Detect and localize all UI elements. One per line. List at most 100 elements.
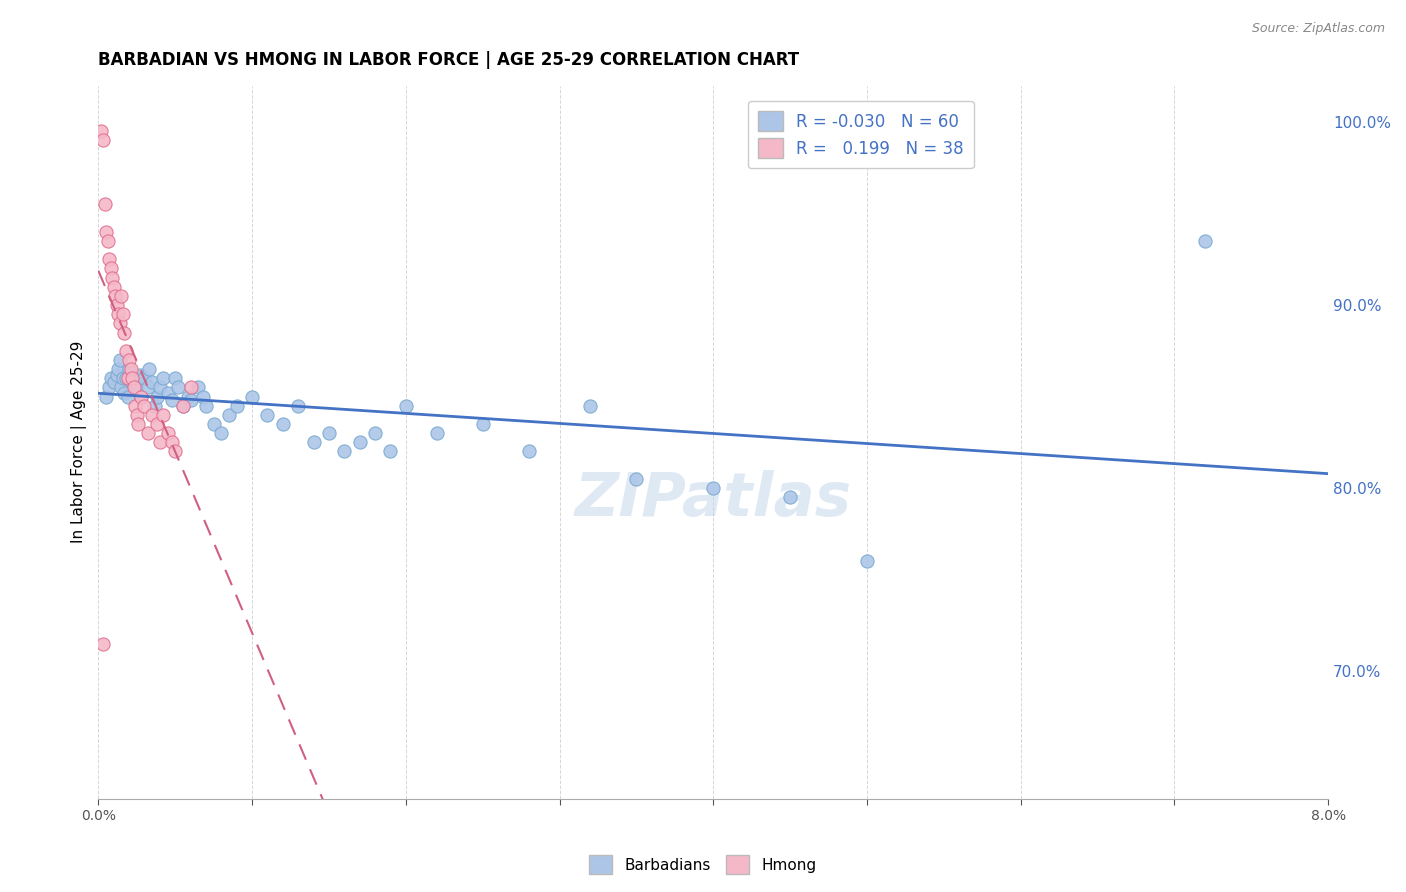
- Point: [240, 390, 263, 404]
- Point: [202, 417, 225, 431]
- Point: [191, 390, 214, 404]
- Point: [318, 426, 340, 441]
- Point: [180, 393, 202, 408]
- Point: [101, 270, 124, 285]
- Point: [180, 380, 202, 394]
- Point: [122, 371, 145, 385]
- Point: [100, 261, 122, 276]
- Point: [136, 380, 159, 394]
- Point: [143, 399, 166, 413]
- Point: [209, 426, 232, 441]
- Point: [117, 390, 139, 404]
- Point: [94, 225, 117, 239]
- Text: ZIPatlas: ZIPatlas: [575, 470, 852, 529]
- Point: [138, 362, 160, 376]
- Point: [94, 390, 117, 404]
- Point: [105, 368, 128, 382]
- Point: [160, 393, 183, 408]
- Point: [120, 362, 142, 376]
- Point: [167, 380, 190, 394]
- Point: [172, 399, 194, 413]
- Point: [218, 408, 240, 422]
- Point: [103, 375, 125, 389]
- Point: [302, 435, 325, 450]
- Point: [103, 279, 125, 293]
- Point: [136, 426, 159, 441]
- Point: [141, 375, 163, 389]
- Point: [626, 472, 648, 486]
- Point: [110, 380, 132, 394]
- Point: [97, 234, 120, 248]
- Point: [779, 490, 801, 504]
- Point: [471, 417, 494, 431]
- Point: [110, 289, 132, 303]
- Point: [121, 375, 143, 389]
- Point: [517, 444, 540, 458]
- Point: [114, 326, 136, 340]
- Point: [225, 399, 247, 413]
- Point: [702, 481, 724, 495]
- Point: [125, 408, 148, 422]
- Point: [256, 408, 278, 422]
- Legend: R = -0.030   N = 60, R =   0.199   N = 38: R = -0.030 N = 60, R = 0.199 N = 38: [748, 101, 974, 169]
- Point: [579, 399, 602, 413]
- Point: [128, 368, 150, 382]
- Point: [134, 399, 156, 413]
- Point: [160, 435, 183, 450]
- Point: [380, 444, 402, 458]
- Point: [91, 636, 114, 650]
- Point: [117, 371, 139, 385]
- Point: [93, 197, 115, 211]
- Point: [108, 353, 131, 368]
- Point: [131, 390, 153, 404]
- Point: [131, 390, 153, 404]
- Point: [111, 371, 134, 385]
- Point: [90, 124, 112, 138]
- Legend: Barbadians, Hmong: Barbadians, Hmong: [583, 849, 823, 880]
- Point: [425, 426, 447, 441]
- Point: [145, 390, 167, 404]
- Point: [127, 417, 149, 431]
- Point: [172, 399, 194, 413]
- Point: [115, 371, 138, 385]
- Point: [395, 399, 418, 413]
- Point: [108, 317, 131, 331]
- Text: BARBADIAN VS HMONG IN LABOR FORCE | AGE 25-29 CORRELATION CHART: BARBADIAN VS HMONG IN LABOR FORCE | AGE …: [98, 51, 800, 69]
- Point: [856, 554, 879, 568]
- Point: [107, 307, 129, 321]
- Point: [107, 362, 129, 376]
- Point: [1194, 234, 1216, 248]
- Point: [141, 408, 163, 422]
- Point: [115, 343, 138, 358]
- Point: [105, 298, 128, 312]
- Text: Source: ZipAtlas.com: Source: ZipAtlas.com: [1251, 22, 1385, 36]
- Point: [114, 385, 136, 400]
- Point: [187, 380, 209, 394]
- Point: [104, 289, 127, 303]
- Point: [165, 444, 187, 458]
- Point: [152, 371, 174, 385]
- Point: [149, 380, 172, 394]
- Point: [134, 371, 156, 385]
- Point: [118, 353, 141, 368]
- Point: [111, 307, 134, 321]
- Point: [364, 426, 387, 441]
- Point: [125, 380, 148, 394]
- Point: [122, 380, 145, 394]
- Point: [98, 252, 121, 267]
- Point: [145, 417, 167, 431]
- Point: [176, 390, 198, 404]
- Point: [100, 371, 122, 385]
- Point: [118, 362, 141, 376]
- Y-axis label: In Labor Force | Age 25-29: In Labor Force | Age 25-29: [72, 341, 87, 543]
- Point: [156, 385, 179, 400]
- Point: [271, 417, 294, 431]
- Point: [149, 435, 172, 450]
- Point: [98, 380, 121, 394]
- Point: [194, 399, 217, 413]
- Point: [165, 371, 187, 385]
- Point: [156, 426, 179, 441]
- Point: [349, 435, 371, 450]
- Point: [121, 371, 143, 385]
- Point: [333, 444, 356, 458]
